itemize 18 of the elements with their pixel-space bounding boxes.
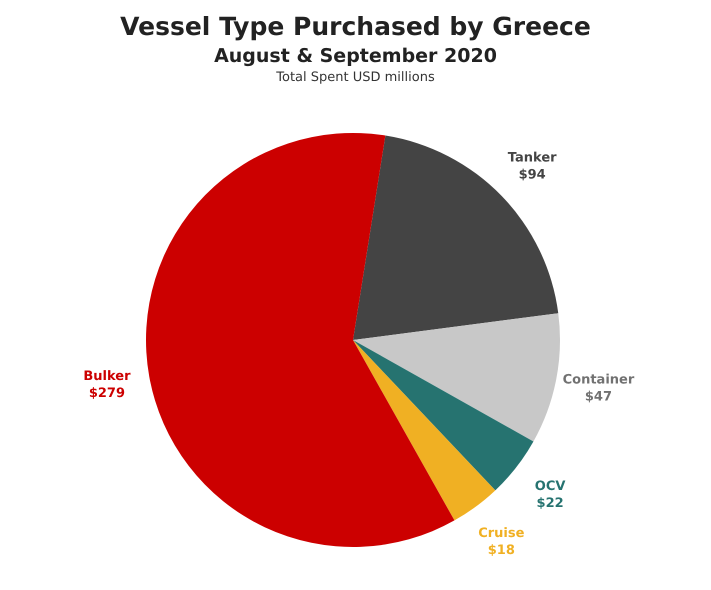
slice-label: Tanker — [508, 150, 558, 166]
chart-subtitle: August & September 2020 — [214, 45, 497, 67]
pie-slice — [146, 133, 454, 547]
data-label: $94 — [518, 168, 546, 183]
text: Total Spent USD millions — [275, 70, 435, 85]
slice-label: Container — [562, 372, 635, 388]
slice-label: Cruise — [478, 526, 525, 542]
data-label: $22 — [536, 496, 564, 511]
data-label: $47 — [584, 390, 612, 405]
data-label: $279 — [88, 386, 126, 402]
slice-label: OCV — [534, 478, 566, 494]
slice-label: Bulker — [83, 369, 132, 384]
pie-slice — [353, 340, 534, 490]
chart-title: Vessel Type Purchased by Greece — [120, 12, 591, 41]
pie-slice — [353, 340, 496, 520]
data-label: $18 — [488, 543, 515, 558]
pie-slice — [353, 136, 558, 340]
pie-slice — [353, 313, 560, 442]
